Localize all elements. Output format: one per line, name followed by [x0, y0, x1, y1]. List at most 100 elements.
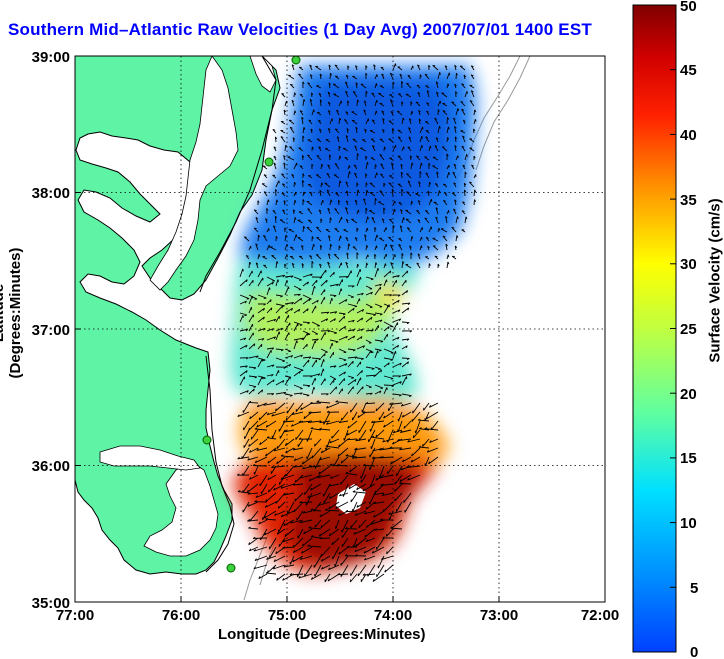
velocity-vector-head: [293, 550, 295, 553]
velocity-vector: [329, 342, 333, 350]
velocity-vector: [356, 357, 364, 360]
velocity-vector-head: [275, 136, 278, 140]
velocity-vector: [302, 99, 305, 107]
velocity-vector: [401, 402, 412, 407]
velocity-vector-head: [474, 199, 477, 202]
velocity-vector: [392, 275, 400, 278]
velocity-vector-head: [316, 155, 320, 157]
velocity-vector-head: [373, 64, 376, 67]
velocity-vector-head: [463, 182, 467, 186]
velocity-vector: [338, 348, 347, 353]
velocity-vector-head: [324, 353, 326, 357]
velocity-vector-head: [354, 237, 358, 240]
velocity-vector-head: [426, 102, 430, 105]
velocity-vector-head: [273, 336, 277, 339]
velocity-vector-head: [469, 100, 473, 103]
velocity-vector: [429, 402, 439, 408]
velocity-vector-head: [453, 208, 456, 211]
velocity-vector-head: [291, 64, 295, 67]
velocity-vector-head: [399, 430, 403, 433]
velocity-vector: [329, 318, 336, 323]
velocity-vector-head: [370, 317, 373, 320]
velocity-vector-head: [401, 101, 404, 104]
velocity-vector-head: [357, 153, 359, 156]
velocity-vector-head: [318, 471, 321, 475]
velocity-vector-head: [394, 209, 396, 212]
velocity-vector-head: [273, 146, 277, 149]
velocity-vector: [390, 262, 394, 269]
velocity-vector-head: [457, 108, 460, 112]
velocity-vector: [253, 564, 268, 570]
velocity-vector: [320, 269, 327, 278]
velocity-vector-head: [352, 319, 355, 323]
velocity-vector: [311, 573, 322, 580]
velocity-vector: [333, 456, 340, 467]
velocity-vector-head: [273, 155, 277, 158]
velocity-vector: [249, 411, 259, 420]
velocity-vector: [340, 555, 349, 566]
velocity-vector-head: [326, 393, 329, 396]
velocity-vector: [446, 261, 449, 269]
velocity-vector-head: [461, 108, 465, 111]
velocity-vector: [340, 474, 349, 485]
velocity-vector: [293, 162, 298, 170]
velocity-vector: [302, 308, 309, 314]
velocity-vector: [280, 483, 295, 489]
velocity-vector-head: [351, 456, 355, 459]
velocity-vector: [311, 377, 316, 386]
velocity-vector: [382, 438, 394, 443]
velocity-vector-head: [336, 283, 339, 287]
velocity-vector: [404, 501, 412, 513]
velocity-vector: [356, 276, 361, 287]
velocity-vector: [290, 519, 304, 524]
velocity-vector: [301, 117, 304, 125]
velocity-vector-head: [302, 180, 305, 183]
velocity-vector: [429, 438, 439, 443]
colorbar-tick-label: 5: [690, 580, 698, 597]
velocity-vector: [388, 218, 394, 224]
velocity-vector-head: [327, 578, 330, 582]
velocity-vector-head: [325, 318, 329, 322]
velocity-vector: [405, 264, 412, 269]
velocity-vector: [329, 199, 332, 206]
velocity-vector: [329, 271, 335, 278]
velocity-vector: [346, 429, 358, 436]
velocity-vector-head: [381, 557, 384, 560]
velocity-vector-head: [421, 145, 423, 148]
velocity-vector-head: [461, 145, 465, 148]
velocity-vector: [372, 573, 385, 582]
velocity-vector-head: [310, 401, 313, 404]
velocity-vector: [401, 117, 404, 125]
velocity-vector-head: [365, 90, 368, 94]
velocity-vector-head: [276, 261, 279, 264]
x-tick-label: 75:00: [268, 607, 306, 624]
velocity-vector-head: [424, 217, 428, 220]
velocity-vector: [293, 465, 304, 468]
velocity-vector: [311, 447, 322, 459]
velocity-vector: [355, 537, 367, 547]
velocity-vector: [419, 136, 423, 143]
velocity-vector-head: [417, 64, 420, 67]
velocity-vector: [374, 339, 384, 342]
velocity-vector: [248, 295, 253, 305]
colorbar-ticks: [670, 4, 676, 653]
velocity-vector-head: [373, 514, 376, 518]
velocity-vector-head: [464, 189, 467, 193]
velocity-vector: [317, 474, 331, 479]
velocity-vector: [369, 192, 376, 197]
velocity-vector-head: [336, 136, 340, 139]
velocity-vector: [356, 328, 364, 332]
velocity-vector: [243, 420, 250, 431]
velocity-vector: [316, 226, 322, 233]
velocity-vector-head: [401, 188, 404, 192]
velocity-vector: [363, 546, 376, 554]
velocity-vector-head: [326, 279, 328, 283]
velocity-vector: [289, 83, 295, 89]
velocity-vector-head: [306, 226, 310, 229]
velocity-vector-head: [331, 118, 333, 121]
velocity-vector-head: [372, 145, 375, 148]
velocity-vector: [248, 307, 252, 314]
velocity-vector-head: [403, 217, 405, 220]
velocity-vector-head: [398, 93, 401, 95]
velocity-vector: [257, 307, 265, 314]
